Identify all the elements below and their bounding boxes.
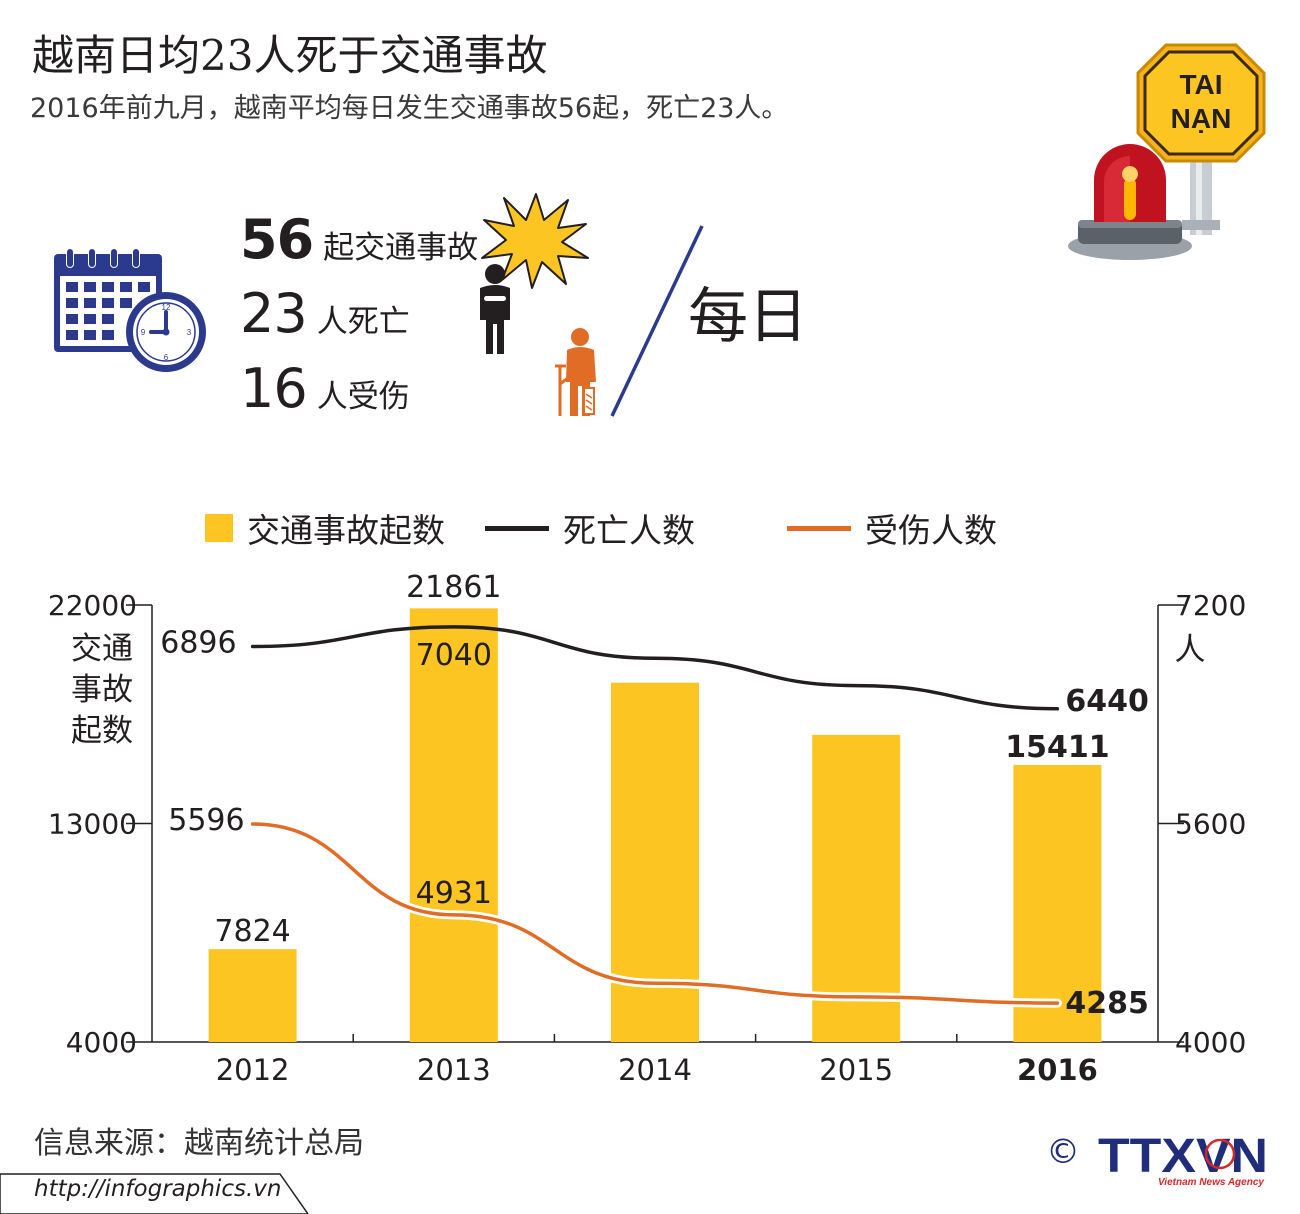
- stat-accidents-value: 56: [240, 208, 314, 271]
- x-tick-label: 2015: [819, 1053, 893, 1087]
- left-tick-label: 4000: [66, 1026, 137, 1059]
- x-tick-label: 2013: [417, 1053, 491, 1087]
- legend-accidents-swatch: [205, 514, 233, 542]
- page-subtitle: 2016年前九月，越南平均每日发生交通事故56起，死亡23人。: [30, 93, 789, 124]
- left-axis-label: 交通: [71, 631, 133, 667]
- explosion-icon: [481, 193, 589, 289]
- right-tick-label: 4000: [1175, 1026, 1246, 1059]
- svg-text:3: 3: [187, 328, 192, 337]
- deaths-label-2013: 7040: [416, 638, 492, 673]
- legend-injuries-label: 受伤人数: [865, 511, 997, 550]
- stat-injuries-unit: 人受伤: [316, 379, 410, 415]
- bar-label-2013: 21861: [406, 570, 501, 605]
- x-tick-label: 2012: [216, 1053, 290, 1087]
- stat-deaths: 23 人死亡: [240, 282, 410, 345]
- calendar-clock-icon: 12 3 6 9: [54, 244, 206, 372]
- legend-deaths-label: 死亡人数: [563, 511, 695, 550]
- injured-person-icon: [555, 328, 596, 416]
- agency-sub: Vietnam News Agency: [1158, 1177, 1264, 1188]
- svg-text:6: 6: [164, 353, 169, 362]
- daily-label: 每日: [688, 282, 808, 352]
- left-tick-label: 22000: [48, 589, 137, 622]
- left-axis-label: 事故: [71, 672, 133, 708]
- x-tick-label: 2014: [618, 1053, 692, 1087]
- legend-deaths: 死亡人数: [485, 505, 695, 551]
- bar-label-2016: 15411: [1005, 730, 1109, 765]
- svg-text:9: 9: [141, 328, 146, 337]
- stat-deaths-value: 23: [240, 282, 308, 345]
- source-note: 信息来源：越南统计总局: [34, 1126, 364, 1161]
- deaths-label-2012: 6896: [160, 626, 236, 661]
- legend-deaths-line: [485, 525, 549, 531]
- right-tick-label: 7200: [1175, 589, 1246, 622]
- page-title: 越南日均23人死于交通事故: [32, 31, 548, 80]
- right-tick-label: 5600: [1175, 808, 1246, 841]
- accident-siren-icon: TAI NẠN: [1068, 43, 1266, 260]
- bar-2013: [409, 608, 498, 1042]
- bar-2015: [812, 734, 901, 1042]
- agency-name: TTXVN: [1098, 1132, 1268, 1183]
- stat-deaths-unit: 人死亡: [316, 304, 410, 340]
- x-tick-label: 2016: [1017, 1053, 1098, 1087]
- svg-text:12: 12: [162, 303, 171, 312]
- deaths-label-2016: 6440: [1065, 684, 1149, 719]
- ttxvn-logo: TTXVN Vietnam News Agency: [1098, 1132, 1268, 1188]
- legend-accidents: 交通事故起数: [205, 505, 445, 551]
- line-deaths: [250, 625, 1060, 711]
- stat-accidents: 56 起交通事故: [240, 208, 478, 271]
- divider-slash: [610, 225, 704, 417]
- left-axis-label: 起数: [71, 713, 133, 749]
- bar-label-2012: 7824: [214, 914, 290, 949]
- stat-injuries-value: 16: [240, 357, 308, 420]
- injuries-label-2016: 4285: [1065, 986, 1149, 1021]
- right-axis-label: 人: [1175, 632, 1206, 668]
- url-text[interactable]: http://infographics.vn: [34, 1176, 282, 1202]
- bar-2016: [1013, 764, 1102, 1042]
- injuries-label-2013: 4931: [416, 876, 492, 911]
- left-tick-label: 13000: [48, 808, 137, 841]
- line-injuries: [250, 822, 1060, 1005]
- legend-injuries: 受伤人数: [787, 505, 997, 551]
- sign-line1: TAI: [1179, 69, 1222, 100]
- person-icon: [480, 264, 510, 354]
- injuries-label-2012: 5596: [168, 803, 244, 838]
- url-banner: [0, 1173, 309, 1214]
- sign-line2: NẠN: [1171, 103, 1232, 134]
- legend-injuries-line: [787, 525, 851, 531]
- bar-2012: [208, 949, 297, 1042]
- copyright-icon: ©: [1046, 1132, 1080, 1172]
- stat-accidents-unit: 起交通事故: [323, 230, 479, 266]
- stat-injuries: 16 人受伤: [240, 357, 410, 420]
- legend-accidents-label: 交通事故起数: [247, 511, 445, 550]
